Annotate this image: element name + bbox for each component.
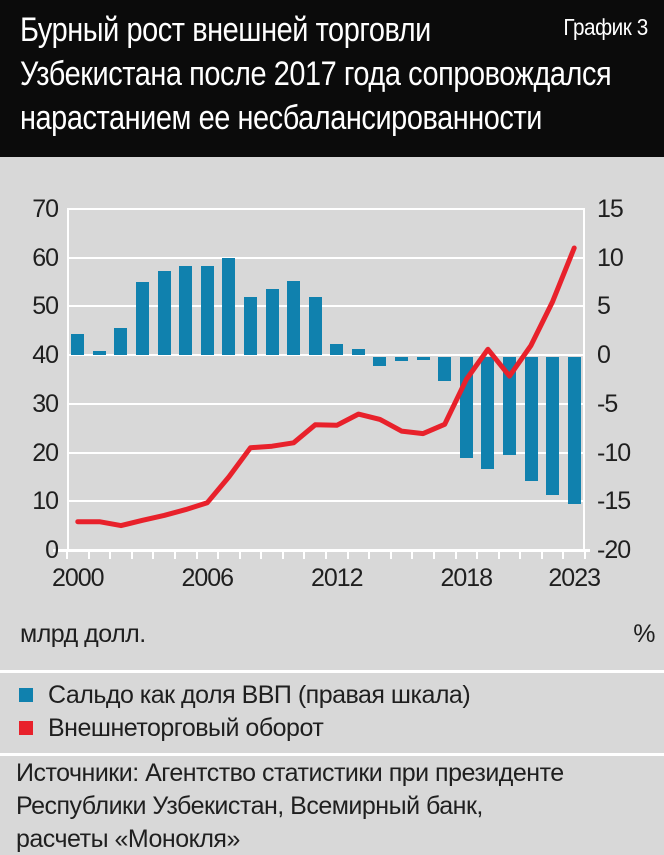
- right-axis-tick-label: -20: [597, 536, 631, 564]
- bar-2015: [395, 357, 409, 362]
- turnover-polyline: [75, 245, 577, 529]
- grid-line: [67, 208, 585, 210]
- bar-2020: [502, 357, 516, 455]
- x-tick: [389, 552, 392, 559]
- x-tick: [497, 552, 500, 559]
- x-tick: [173, 552, 176, 559]
- right-axis-unit-label: %: [633, 620, 655, 648]
- legend: Сальдо как доля ВВП (правая шкала) Внешн…: [19, 680, 471, 748]
- legend-swatch-balance: [19, 688, 33, 702]
- grid-line: [67, 305, 585, 308]
- x-tick: [519, 552, 522, 559]
- x-tick: [562, 552, 565, 559]
- grid-line: [67, 256, 585, 259]
- x-tick: [476, 552, 479, 559]
- chart-title: Бурный рост внешней торговли Узбекистана…: [20, 11, 612, 137]
- separator-line: [0, 670, 664, 673]
- bar-2013: [351, 349, 365, 356]
- legend-swatch-turnover: [19, 721, 33, 735]
- right-axis-tick-label: 10: [597, 243, 624, 272]
- grid-line: [67, 354, 585, 357]
- x-tick: [87, 552, 90, 559]
- bar-2002: [114, 327, 128, 356]
- bar-2023: [567, 357, 581, 505]
- bar-2006: [200, 265, 214, 356]
- x-tick: [260, 552, 263, 559]
- bar-2008: [243, 296, 257, 356]
- legend-label-turnover: Внешнеторговый оборот: [48, 713, 324, 742]
- left-axis-tick-label: 60: [32, 243, 59, 272]
- bar-2017: [438, 357, 452, 382]
- left-axis-tick-label: 20: [32, 438, 59, 467]
- grid-line: [67, 451, 585, 454]
- turnover-line: [75, 245, 577, 529]
- x-axis-label: 2006: [181, 564, 234, 592]
- bar-2019: [481, 357, 495, 470]
- x-axis-label: 2012: [310, 564, 364, 592]
- left-axis-tick-label: 10: [32, 487, 59, 516]
- x-tick: [346, 552, 349, 559]
- legend-item-turnover: Внешнеторговый оборот: [19, 713, 470, 742]
- bar-2003: [136, 282, 150, 356]
- bar-2009: [265, 288, 279, 356]
- chart: млрд долл. % 0 10 20 30 40 50 60 70 -20 -15 -10 -5 0…: [0, 157, 664, 655]
- left-axis-tick-label: 30: [32, 389, 59, 418]
- bar-2004: [157, 271, 171, 356]
- left-axis-tick-label: 0: [45, 536, 59, 564]
- grid-line: [67, 402, 585, 405]
- header: График 3 Бурный рост внешней торговли Уз…: [0, 0, 664, 157]
- right-axis-tick-label: -15: [597, 487, 631, 516]
- x-axis-label: 2023: [548, 564, 601, 592]
- x-tick: [540, 552, 543, 559]
- bar-2001: [92, 351, 106, 356]
- x-tick: [152, 552, 155, 559]
- bar-2021: [524, 357, 538, 481]
- x-tick: [432, 552, 435, 559]
- x-axis-line: [53, 549, 590, 552]
- bar-2022: [546, 357, 560, 495]
- chart-number-label: График 3: [563, 14, 649, 40]
- bar-2005: [179, 266, 193, 356]
- x-tick: [584, 552, 586, 559]
- right-axis-tick-label: 5: [597, 292, 611, 321]
- source-note: Источники: Агентство статистики при през…: [16, 759, 564, 853]
- x-tick: [109, 552, 112, 559]
- x-tick: [411, 552, 414, 559]
- x-tick: [195, 552, 198, 559]
- bar-2012: [330, 344, 344, 356]
- bar-2014: [373, 357, 387, 366]
- bar-2011: [308, 296, 322, 356]
- x-tick: [303, 552, 306, 559]
- x-axis-label: 2000: [51, 564, 105, 592]
- left-axis-tick-label: 70: [32, 195, 59, 223]
- x-tick: [238, 552, 241, 559]
- x-tick: [454, 552, 457, 559]
- grid-line: [67, 500, 585, 503]
- x-tick: [281, 552, 284, 559]
- x-tick: [368, 552, 371, 559]
- right-axis-tick-label: -5: [597, 389, 618, 418]
- legend-item-balance: Сальдо как доля ВВП (правая шкала): [19, 680, 471, 709]
- left-axis-tick-label: 40: [32, 341, 59, 370]
- bar-2010: [287, 281, 301, 356]
- bar-2000: [71, 333, 85, 356]
- y-axis-line-left: [67, 209, 69, 550]
- bar-2007: [222, 257, 236, 356]
- x-tick: [325, 552, 327, 559]
- legend-label-balance: Сальдо как доля ВВП (правая шкала): [48, 680, 471, 709]
- x-tick: [217, 552, 220, 559]
- separator-line: [0, 753, 664, 756]
- left-axis-tick-label: 50: [32, 292, 59, 321]
- right-axis-tick-label: 0: [597, 341, 611, 370]
- right-axis-tick-label: 15: [597, 195, 624, 223]
- x-axis-label: 2018: [440, 564, 493, 592]
- right-axis-tick-label: -10: [597, 438, 631, 467]
- x-tick: [130, 552, 133, 559]
- x-tick: [66, 552, 68, 559]
- y-axis-line-right: [583, 209, 585, 550]
- bar-2016: [416, 357, 430, 361]
- left-axis-unit-label: млрд долл.: [20, 620, 146, 648]
